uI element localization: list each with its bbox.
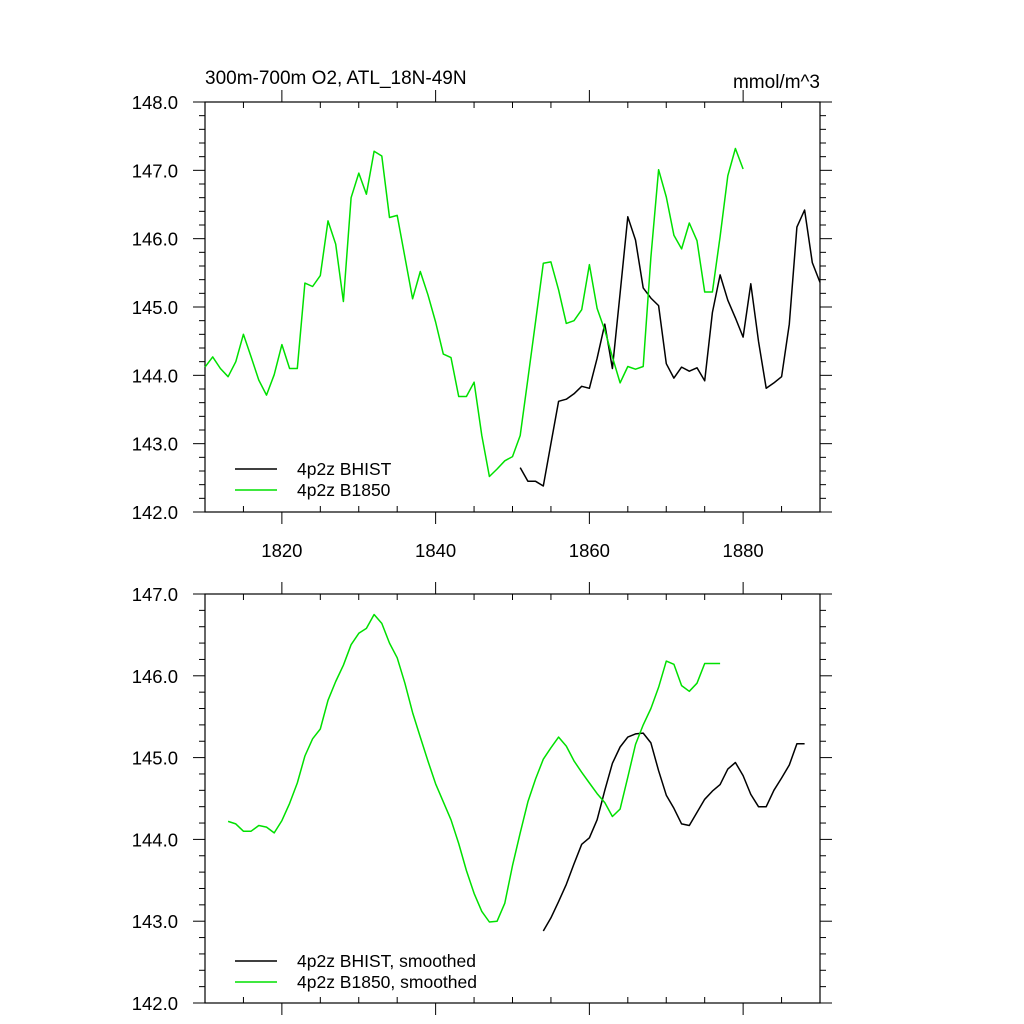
series-line-bhist: [519, 209, 821, 487]
x-tick-label: 1860: [569, 540, 610, 561]
y-tick-label: 147.0: [132, 160, 178, 181]
chart-title-left: 300m-700m O2, ATL_18N-49N: [205, 68, 467, 89]
legend-label: 4p2z BHIST: [297, 459, 392, 479]
y-tick-label: 146.0: [132, 229, 178, 250]
x-tick-label: 1820: [261, 540, 302, 561]
y-tick-label: 143.0: [132, 434, 178, 455]
x-tick-label: 1880: [723, 540, 764, 561]
y-tick-label: 144.0: [132, 365, 178, 386]
top-panel: 1820 1840 1860 1880 142.0 143.0 144.0 145.0 146.…: [132, 90, 832, 561]
y-tick-label: 146.0: [132, 666, 178, 687]
y-tick-label: 145.0: [132, 297, 178, 318]
bottom-panel: 142.0 143.0 144.0 145.0 146.0 147.0 4p2z BHIST…: [132, 582, 832, 1015]
y-tick-label: 144.0: [132, 829, 178, 850]
series-line-b1850: [204, 147, 744, 478]
y-tick-label: 145.0: [132, 748, 178, 769]
y-tick-label: 142.0: [132, 993, 178, 1014]
y-tick-label: 148.0: [132, 92, 178, 113]
y-tick-label: 147.0: [132, 584, 178, 605]
x-tick-label: 1840: [415, 540, 456, 561]
legend-label: 4p2z B1850, smoothed: [297, 972, 477, 992]
series-line-b1850: [227, 613, 721, 923]
y-tick-label: 142.0: [132, 502, 178, 523]
plot-frame: [204, 101, 821, 513]
y-tick-label: 143.0: [132, 911, 178, 932]
chart-title-right: mmol/m^3: [733, 72, 820, 93]
legend-label: 4p2z BHIST, smoothed: [297, 951, 476, 971]
series-line-bhist: [542, 732, 805, 932]
legend-label: 4p2z B1850: [297, 480, 391, 500]
plot-frame: [204, 593, 821, 1004]
